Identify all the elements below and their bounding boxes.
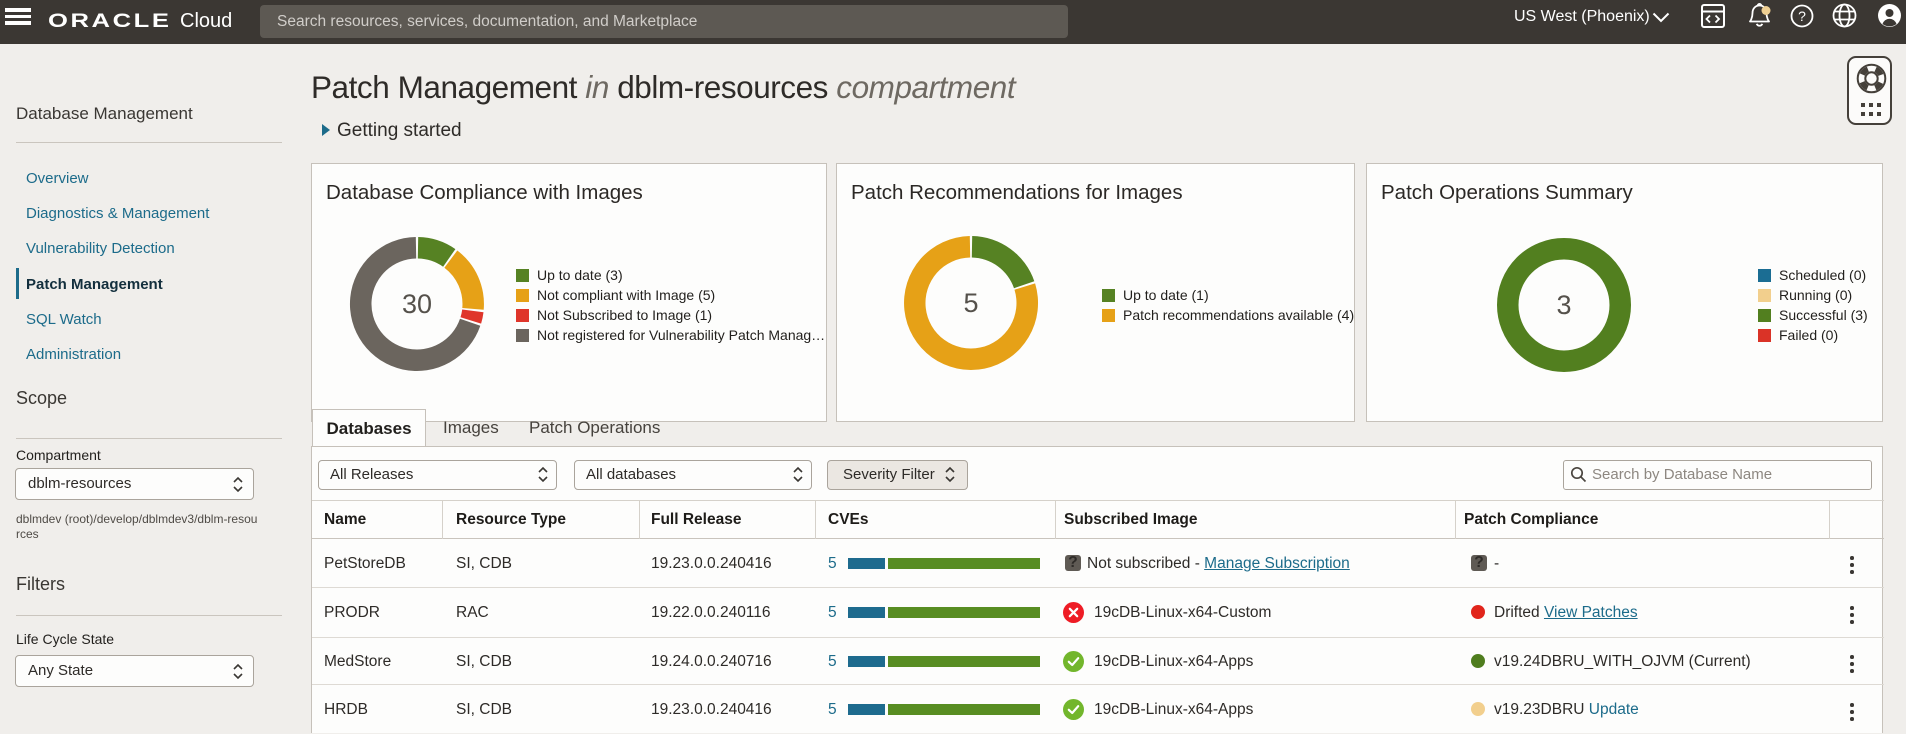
svg-text:?: ?: [1798, 8, 1806, 24]
